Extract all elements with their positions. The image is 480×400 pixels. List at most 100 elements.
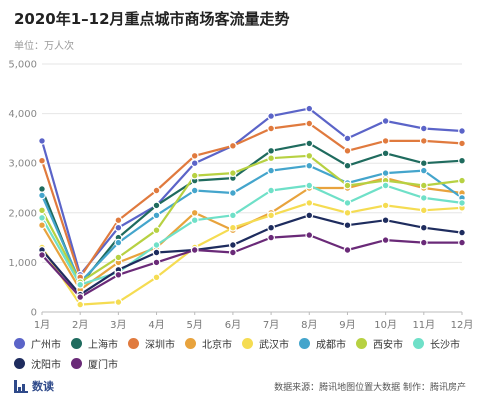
legend-marker <box>185 337 196 349</box>
series-line <box>41 234 462 299</box>
data-point <box>305 119 314 128</box>
data-point <box>343 221 352 230</box>
legend-item[interactable]: 上海市 <box>71 336 128 351</box>
data-point <box>458 198 466 207</box>
data-point <box>458 139 466 148</box>
legend-marker <box>14 357 25 369</box>
x-tick-label: 5月 <box>187 319 203 331</box>
y-tick-label: 1,000 <box>8 258 37 269</box>
x-tick-label: 10月 <box>374 319 397 331</box>
data-point <box>267 166 276 175</box>
data-point <box>305 231 314 240</box>
legend-marker <box>128 337 139 349</box>
legend-item[interactable]: 武汉市 <box>242 336 299 351</box>
data-point <box>114 298 123 307</box>
data-point <box>267 154 276 163</box>
data-point <box>152 248 161 257</box>
series-line <box>41 184 463 286</box>
data-point <box>38 156 46 165</box>
legend-marker <box>299 337 310 349</box>
legend-item[interactable]: 西安市 <box>356 336 413 351</box>
data-point <box>228 211 237 220</box>
data-point <box>343 161 352 170</box>
data-point <box>152 241 161 249</box>
legend-label: 沈阳市 <box>31 359 61 371</box>
data-point <box>267 124 276 133</box>
legend-label: 深圳市 <box>145 339 175 351</box>
x-tick-label: 11月 <box>412 319 435 331</box>
y-tick-label: 5,000 <box>8 60 37 71</box>
data-point <box>458 228 466 237</box>
data-point <box>305 104 314 113</box>
legend-marker <box>413 337 424 349</box>
data-point <box>228 248 237 257</box>
data-point <box>190 186 199 195</box>
data-point <box>343 134 352 143</box>
data-point <box>267 186 276 195</box>
legend-item[interactable]: 北京市 <box>185 336 242 351</box>
y-tick-label: 0 <box>31 308 37 319</box>
data-point <box>305 151 314 160</box>
data-point <box>458 176 466 185</box>
legend-item[interactable]: 广州市 <box>14 336 71 351</box>
data-point <box>114 253 123 262</box>
data-point <box>114 223 123 232</box>
footer: 数读 数据来源：腾讯地图位置大数据 制作：腾讯房产 <box>0 375 480 400</box>
data-point <box>305 211 314 220</box>
line-chart: 0 1,000 2,000 3,000 4,000 5,000 1月 2月 3月 4月 5月 6月 7月… <box>8 60 473 332</box>
data-point <box>381 169 390 178</box>
data-point <box>267 211 276 220</box>
x-tick-label: 8月 <box>301 319 317 331</box>
series-line <box>40 142 463 286</box>
data-point <box>419 159 428 168</box>
legend-label: 广州市 <box>31 339 61 351</box>
data-point <box>419 136 428 145</box>
legend-item[interactable]: 成都市 <box>299 336 356 351</box>
data-point <box>343 181 352 190</box>
data-point <box>343 146 352 155</box>
data-point <box>343 208 352 217</box>
data-point <box>458 127 466 135</box>
legend-item[interactable]: 深圳市 <box>128 336 185 351</box>
legend-item[interactable]: 厦门市 <box>71 356 128 371</box>
chart-legend: 广州市 上海市 深圳市 北京市 武汉市 成都市 西安市 长沙市沈阳市 厦门市 <box>14 333 474 373</box>
data-point <box>76 300 85 309</box>
series-line <box>40 164 463 284</box>
legend-label: 成都市 <box>316 339 346 351</box>
x-tick-label: 3月 <box>110 319 126 331</box>
data-point <box>458 156 466 165</box>
y-tick-label: 3,000 <box>8 159 37 170</box>
data-point <box>152 186 161 195</box>
series-line <box>41 201 463 306</box>
legend-item[interactable]: 沈阳市 <box>14 356 71 371</box>
data-point <box>228 223 237 232</box>
logo-text: 数读 <box>32 380 54 393</box>
data-point <box>228 141 237 150</box>
legend-label: 西安市 <box>373 339 403 351</box>
data-point <box>381 236 390 245</box>
legend-item[interactable]: 长沙市 <box>413 336 470 351</box>
data-point <box>228 189 237 197</box>
data-point <box>190 159 199 168</box>
x-tick-label: 1月 <box>34 319 50 331</box>
legend-label: 武汉市 <box>259 339 289 351</box>
data-source-text: 数据来源：腾讯地图位置大数据 制作：腾讯房产 <box>274 383 466 393</box>
data-point <box>305 139 314 148</box>
data-point <box>190 151 199 160</box>
data-point <box>343 246 352 254</box>
legend-marker <box>71 337 82 349</box>
data-point <box>381 149 390 158</box>
data-point <box>190 216 199 225</box>
legend-label: 上海市 <box>88 339 118 351</box>
series-line <box>40 122 463 279</box>
x-tick-label: 7月 <box>263 319 279 331</box>
data-point <box>152 226 161 235</box>
data-point <box>152 211 161 220</box>
data-point <box>419 223 428 232</box>
bar-chart-icon <box>14 379 28 393</box>
data-point <box>381 216 390 225</box>
data-point <box>190 208 199 217</box>
data-point <box>343 198 352 207</box>
series-line <box>40 107 463 276</box>
series-line <box>41 154 463 284</box>
